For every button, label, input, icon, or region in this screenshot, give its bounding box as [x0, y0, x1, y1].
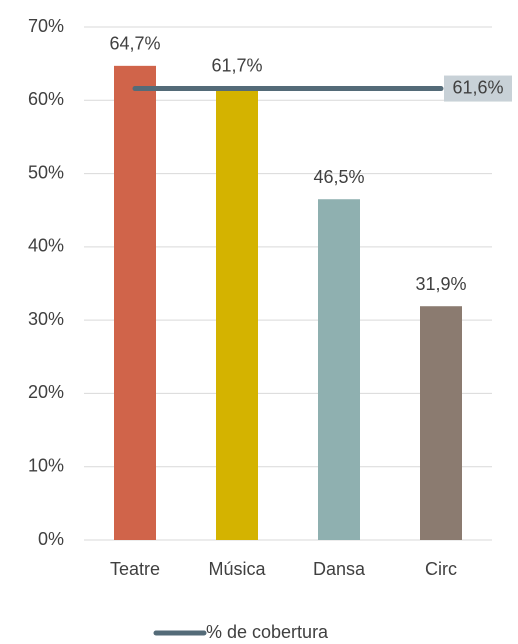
y-tick-label: 0% [38, 529, 64, 549]
y-tick-label: 60% [28, 89, 64, 109]
bar [318, 199, 360, 540]
value-label: 46,5% [313, 167, 364, 187]
x-tick-label: Dansa [313, 559, 366, 579]
x-tick-label: Música [208, 559, 266, 579]
value-label: 61,7% [211, 56, 262, 76]
legend-label: % de cobertura [206, 622, 329, 642]
value-label: 64,7% [109, 34, 160, 54]
y-tick-label: 40% [28, 236, 64, 256]
y-tick-label: 30% [28, 309, 64, 329]
y-tick-label: 10% [28, 455, 64, 475]
bar [216, 87, 258, 540]
y-tick-label: 50% [28, 162, 64, 182]
bar [114, 65, 156, 540]
y-tick-label: 20% [28, 382, 64, 402]
x-tick-label: Teatre [110, 559, 160, 579]
value-label: 31,9% [415, 274, 466, 294]
y-tick-label: 70% [28, 16, 64, 36]
reference-label: 61,6% [452, 77, 503, 97]
bar [420, 306, 462, 540]
x-tick-label: Circ [425, 559, 457, 579]
reference-label-box [444, 75, 512, 102]
